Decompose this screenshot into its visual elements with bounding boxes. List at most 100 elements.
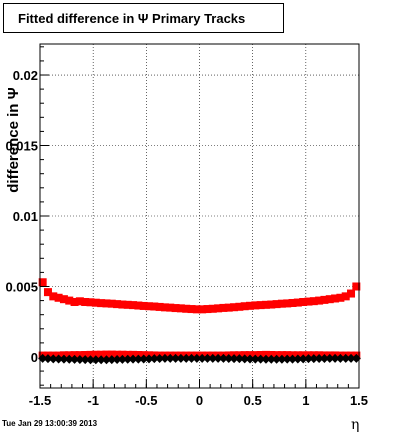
y-tick-label: 0.015 [5, 139, 38, 154]
data-point-red-lower [102, 350, 111, 359]
data-point-red-lower [97, 350, 106, 359]
data-point-red-upper [91, 298, 100, 307]
data-point-black [70, 354, 80, 364]
data-point-black [165, 353, 175, 363]
data-point-red-upper [123, 300, 132, 309]
data-point-black [341, 353, 351, 363]
data-point-black [54, 354, 64, 364]
x-axis-label: η [351, 417, 359, 433]
data-point-black [101, 355, 111, 365]
data-point-black [218, 353, 228, 363]
timestamp-footer: Tue Jan 29 13:00:39 2013 [2, 419, 98, 428]
data-point-red-upper [352, 282, 361, 291]
data-point-red-lower [113, 350, 122, 359]
data-point-red-upper [49, 292, 58, 301]
data-point-black [298, 354, 308, 364]
data-point-black [117, 354, 127, 364]
data-point-black [139, 354, 149, 364]
data-point-black [133, 354, 143, 364]
data-point-black [229, 354, 239, 364]
data-point-red-upper [299, 298, 308, 306]
data-point-black [197, 353, 207, 363]
data-point-red-upper [192, 305, 201, 314]
data-point-red-upper [118, 300, 127, 309]
y-tick-label: 0.01 [13, 209, 38, 224]
data-point-black [314, 354, 324, 364]
data-point-red-upper [155, 302, 164, 311]
data-point-red-lower [107, 350, 116, 359]
data-point-black [319, 354, 329, 364]
data-point-red-upper [246, 301, 255, 310]
data-point-black [282, 354, 292, 364]
data-point-red-upper [198, 305, 207, 314]
data-point-red-lower [118, 350, 127, 359]
data-point-black [149, 354, 159, 364]
data-point-black [176, 353, 186, 363]
y-axis-label: difference in Ψ [5, 87, 22, 193]
data-point-red-upper [97, 299, 106, 308]
data-point-black [330, 353, 340, 363]
data-point-red-upper [336, 293, 345, 302]
data-point-black [277, 354, 287, 364]
data-point-black [335, 353, 345, 363]
data-point-red-upper [267, 300, 276, 309]
data-point-red-upper [134, 301, 143, 310]
y-tick-label: 0.005 [5, 279, 38, 294]
data-point-black [293, 354, 303, 364]
data-point-red-upper [102, 299, 111, 308]
data-point-red-upper [182, 304, 191, 313]
data-point-black [272, 354, 282, 364]
data-point-red-upper [230, 303, 239, 312]
data-point-black [309, 354, 319, 364]
data-point-black [325, 353, 335, 363]
data-point-red-upper [107, 299, 116, 308]
grid-lines [40, 44, 359, 388]
data-point-red-upper [315, 296, 324, 305]
data-point-red-upper [224, 303, 233, 312]
data-point-red-upper [38, 278, 47, 287]
data-point-black [261, 354, 271, 364]
data-point-black [128, 354, 138, 364]
data-point-black [144, 354, 154, 364]
data-point-black [75, 355, 85, 365]
data-point-red-upper [86, 298, 95, 307]
axis-ticks [39, 46, 360, 388]
x-tick-label: -1 [87, 393, 99, 408]
data-point-red-upper [325, 295, 334, 304]
data-point-black [288, 354, 298, 364]
data-point-red-upper [144, 302, 153, 311]
data-point-red-upper [272, 300, 281, 309]
data-point-red-upper [320, 295, 329, 304]
data-point-red-upper [113, 300, 122, 309]
data-point-black [59, 354, 69, 364]
data-point-black [160, 353, 170, 363]
data-point-red-lower [86, 350, 95, 359]
data-point-red-upper [70, 298, 79, 306]
data-points [38, 278, 361, 365]
data-point-black [187, 353, 197, 363]
data-point-black [240, 354, 250, 364]
data-point-red-upper [166, 303, 175, 312]
data-point-red-upper [341, 292, 350, 301]
data-point-red-upper [75, 297, 84, 306]
data-point-red-upper [150, 302, 159, 311]
data-point-red-upper [65, 296, 74, 305]
data-point-black [213, 353, 223, 363]
data-point-black [64, 354, 74, 364]
x-tick-label: 1 [302, 393, 309, 408]
data-point-red-upper [176, 304, 185, 313]
data-point-red-upper [139, 301, 148, 310]
data-point-red-upper [261, 300, 270, 309]
data-point-black [86, 355, 96, 365]
data-point-red-upper [288, 298, 297, 307]
data-point-red-upper [293, 298, 302, 307]
data-point-red-lower [81, 351, 90, 360]
data-point-black [80, 355, 90, 365]
data-point-black [266, 354, 276, 364]
data-point-red-upper [277, 299, 286, 308]
data-point-red-upper [171, 304, 180, 313]
data-point-black [91, 355, 101, 365]
data-point-black [96, 355, 106, 365]
data-point-red-upper [331, 294, 340, 303]
